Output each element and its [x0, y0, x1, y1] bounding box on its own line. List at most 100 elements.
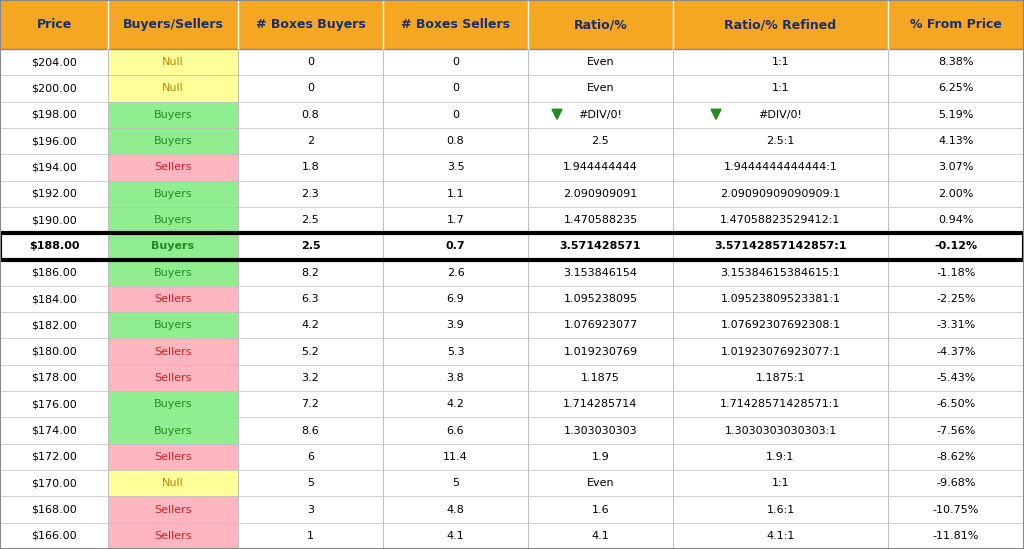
- Text: 1.9444444444444:1: 1.9444444444444:1: [724, 163, 838, 172]
- Bar: [673, 339, 888, 365]
- Text: 4.8: 4.8: [446, 505, 465, 514]
- Text: 1.6: 1.6: [592, 505, 609, 514]
- Text: 6: 6: [307, 452, 314, 462]
- Bar: [0, 207, 108, 233]
- Bar: [0, 523, 108, 549]
- Text: 6.6: 6.6: [446, 425, 464, 435]
- Text: 5: 5: [452, 478, 459, 488]
- Bar: [888, 181, 1024, 207]
- Bar: [673, 496, 888, 523]
- Bar: [528, 496, 673, 523]
- Bar: [673, 470, 888, 496]
- Bar: [383, 417, 528, 444]
- Bar: [673, 417, 888, 444]
- Text: 1.09523809523381:1: 1.09523809523381:1: [721, 294, 841, 304]
- Text: 8.2: 8.2: [301, 268, 319, 278]
- Bar: [108, 207, 238, 233]
- Text: 1.01923076923077:1: 1.01923076923077:1: [721, 346, 841, 357]
- Text: 2.3: 2.3: [302, 189, 319, 199]
- Text: 2.5:1: 2.5:1: [766, 136, 795, 146]
- Bar: [238, 339, 383, 365]
- Text: # Boxes Sellers: # Boxes Sellers: [401, 18, 510, 31]
- Bar: [0, 154, 108, 181]
- Bar: [888, 128, 1024, 154]
- Bar: [108, 181, 238, 207]
- Bar: [383, 496, 528, 523]
- Bar: [108, 102, 238, 128]
- Bar: [673, 523, 888, 549]
- Bar: [528, 339, 673, 365]
- Bar: [888, 339, 1024, 365]
- Bar: [238, 417, 383, 444]
- Text: $204.00: $204.00: [31, 57, 77, 67]
- Bar: [108, 49, 238, 75]
- Text: $186.00: $186.00: [31, 268, 77, 278]
- Text: #DIV/0!: #DIV/0!: [759, 110, 803, 120]
- Bar: [238, 0, 383, 49]
- Bar: [673, 286, 888, 312]
- Text: 3.153846154: 3.153846154: [563, 268, 638, 278]
- Text: 4.1: 4.1: [592, 531, 609, 541]
- Bar: [528, 102, 673, 128]
- Bar: [383, 0, 528, 49]
- Bar: [673, 365, 888, 391]
- Text: 3.2: 3.2: [302, 373, 319, 383]
- Bar: [0, 365, 108, 391]
- Bar: [673, 391, 888, 417]
- Text: 3.571428571: 3.571428571: [560, 242, 641, 251]
- Text: Null: Null: [162, 478, 184, 488]
- Bar: [673, 49, 888, 75]
- Bar: [383, 444, 528, 470]
- Bar: [108, 260, 238, 286]
- Text: 3.5: 3.5: [446, 163, 464, 172]
- Bar: [528, 312, 673, 339]
- Text: $198.00: $198.00: [31, 110, 77, 120]
- Text: 0: 0: [307, 57, 314, 67]
- Bar: [888, 0, 1024, 49]
- Text: $180.00: $180.00: [31, 346, 77, 357]
- Bar: [673, 207, 888, 233]
- Text: 0.8: 0.8: [302, 110, 319, 120]
- Text: Even: Even: [587, 478, 614, 488]
- Text: Null: Null: [162, 83, 184, 93]
- Text: Buyers: Buyers: [154, 268, 193, 278]
- Polygon shape: [711, 109, 721, 119]
- Text: $170.00: $170.00: [31, 478, 77, 488]
- Bar: [108, 523, 238, 549]
- Text: $200.00: $200.00: [31, 83, 77, 93]
- Text: Buyers: Buyers: [154, 136, 193, 146]
- Bar: [888, 444, 1024, 470]
- Bar: [528, 391, 673, 417]
- Text: 1.9: 1.9: [592, 452, 609, 462]
- Bar: [383, 49, 528, 75]
- Text: % From Price: % From Price: [910, 18, 1001, 31]
- Bar: [673, 75, 888, 102]
- Text: Null: Null: [162, 57, 184, 67]
- Bar: [673, 312, 888, 339]
- Bar: [528, 523, 673, 549]
- Text: 4.1: 4.1: [446, 531, 464, 541]
- Bar: [0, 339, 108, 365]
- Text: 1:1: 1:1: [772, 57, 790, 67]
- Text: Buyers: Buyers: [154, 110, 193, 120]
- Bar: [108, 391, 238, 417]
- Text: Price: Price: [37, 18, 72, 31]
- Text: 3.15384615384615:1: 3.15384615384615:1: [721, 268, 841, 278]
- Text: 4.13%: 4.13%: [938, 136, 974, 146]
- Text: -5.43%: -5.43%: [936, 373, 976, 383]
- Bar: [528, 365, 673, 391]
- Text: 1.944444444: 1.944444444: [563, 163, 638, 172]
- Text: $196.00: $196.00: [31, 136, 77, 146]
- Bar: [383, 523, 528, 549]
- Text: $192.00: $192.00: [31, 189, 77, 199]
- Text: 2.5: 2.5: [301, 242, 321, 251]
- Text: 11.4: 11.4: [443, 452, 468, 462]
- Text: Sellers: Sellers: [155, 163, 191, 172]
- Text: $182.00: $182.00: [31, 320, 77, 330]
- Text: $190.00: $190.00: [31, 215, 77, 225]
- Text: -1.18%: -1.18%: [936, 268, 976, 278]
- Text: Sellers: Sellers: [155, 294, 191, 304]
- Text: 1.1875: 1.1875: [581, 373, 620, 383]
- Bar: [238, 312, 383, 339]
- Text: Buyers: Buyers: [152, 242, 195, 251]
